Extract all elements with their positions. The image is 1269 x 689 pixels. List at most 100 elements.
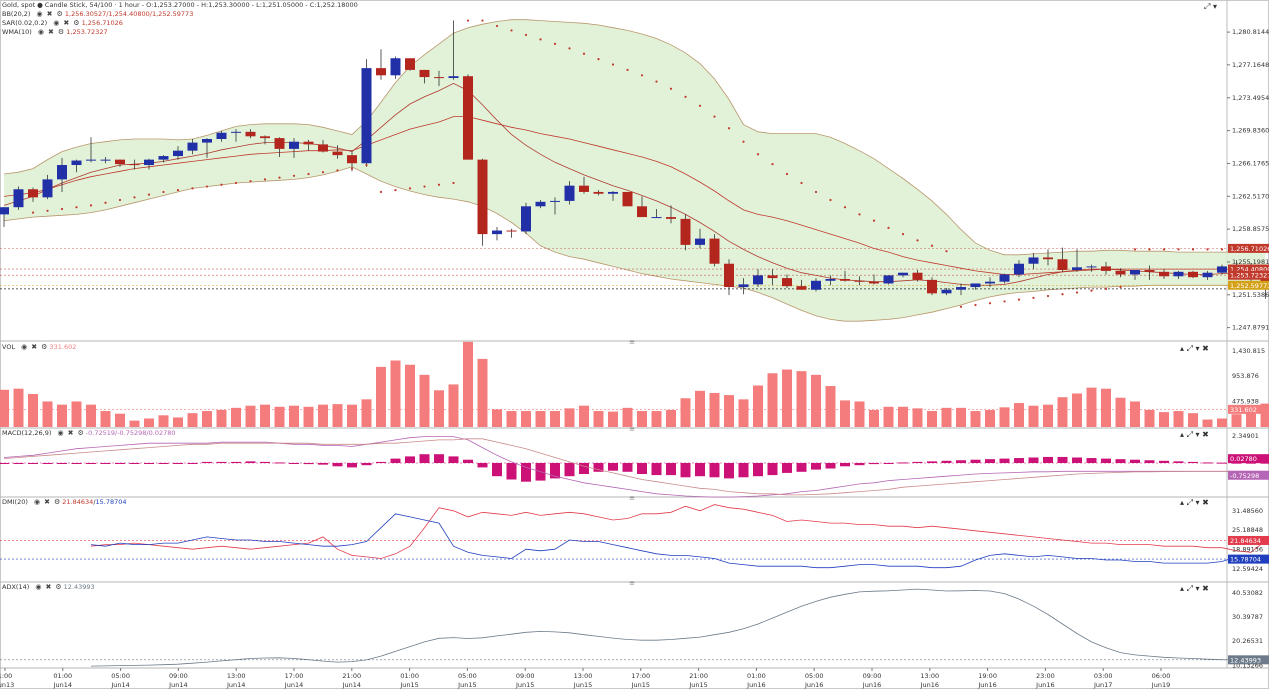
volume-bar (709, 392, 720, 427)
arrow-up-icon[interactable]: ▴ (1180, 430, 1185, 439)
expand-icon[interactable]: ⤢ (1186, 344, 1193, 353)
close-icon[interactable]: ✖ (1202, 498, 1209, 507)
macd-histogram-bar (1130, 459, 1140, 463)
macd-histogram-bar (593, 463, 604, 472)
eye-icon[interactable]: ◉ (36, 10, 43, 18)
gear-icon[interactable]: ⚙ (41, 343, 48, 351)
volume-bar (158, 415, 169, 427)
volume-bar (28, 394, 38, 427)
time-axis-label: 03:00 (1094, 672, 1113, 680)
close-icon[interactable]: ✖ (48, 28, 54, 36)
expand-icon[interactable]: ⤢ (1186, 498, 1193, 507)
arrow-down-icon[interactable]: ▾ (1195, 498, 1200, 507)
close-icon[interactable]: ✖ (31, 343, 38, 351)
close-icon[interactable]: ✖ (67, 429, 74, 437)
arrow-up-icon[interactable]: ▴ (1180, 498, 1185, 507)
macd-histogram-bar (883, 463, 894, 464)
volume-bar (405, 364, 415, 427)
gear-icon[interactable]: ⚙ (57, 28, 65, 36)
dmi-axis-label: 12.59424 (1232, 565, 1263, 573)
candle-body (695, 238, 705, 245)
arrow-down-icon[interactable]: ▾ (1195, 584, 1200, 593)
candle-body (970, 283, 981, 288)
close-icon[interactable]: ✖ (1202, 430, 1209, 439)
gear-icon[interactable]: ⚙ (73, 19, 80, 27)
volume-tag: 331.602 (1230, 406, 1257, 414)
price-axis-label: 1,273.49546 (1232, 94, 1269, 102)
macd-histogram-bar (999, 458, 1010, 463)
sar-dot (495, 24, 499, 28)
time-axis-date: Jun15 (688, 681, 707, 689)
close-icon[interactable]: ✖ (44, 498, 50, 506)
dmi-axis-label: 25.18848 (1232, 526, 1263, 534)
time-axis-label: 05:00 (111, 672, 130, 680)
volume-bar (187, 413, 198, 427)
eye-icon[interactable]: ◉ (53, 19, 60, 27)
candle-body (1144, 270, 1155, 272)
close-icon[interactable]: ✖ (45, 583, 52, 591)
macd-histogram-bar (86, 463, 96, 464)
close-icon[interactable]: ✖ (1202, 344, 1209, 353)
macd-histogram-bar (1028, 457, 1039, 463)
expand-icon[interactable]: ⤢ (1186, 584, 1193, 593)
volume-bar (1173, 411, 1184, 427)
candle-body (956, 287, 966, 290)
volume-bar (71, 401, 82, 427)
close-icon[interactable]: ✖ (46, 10, 53, 18)
candle-body (216, 132, 227, 140)
arrow-down-icon[interactable]: ▾ (1195, 430, 1200, 439)
sar-label: SAR(0.02,0.2) (2, 19, 48, 27)
volume-bar (622, 407, 633, 427)
sar-dot (858, 213, 861, 216)
sar-dot (1119, 285, 1122, 289)
close-icon[interactable]: ✖ (1202, 584, 1209, 593)
gear-icon[interactable]: ⚙ (55, 583, 62, 591)
expand-icon[interactable]: ⤢ (1186, 430, 1193, 439)
macd-histogram-bar (405, 456, 415, 463)
close-icon[interactable]: ✖ (63, 19, 70, 27)
candle-body (927, 279, 937, 294)
candle-body (390, 58, 401, 76)
sar-dot (60, 207, 64, 211)
macd-histogram-bar (492, 463, 502, 477)
sar-dot (205, 185, 209, 188)
sar-dot (220, 183, 223, 186)
gear-icon[interactable]: ⚙ (77, 429, 84, 437)
eye-icon[interactable]: ◉ (35, 583, 42, 591)
arrow-up-icon[interactable]: ▴ (1180, 344, 1185, 353)
price-tag: 1,253.72327 (1230, 272, 1269, 280)
main-header-text: Gold, spot ● Candle Stick, 54/100 · 1 ho… (2, 1, 358, 9)
candle-body (521, 206, 531, 232)
macd-header: MACD(12,26,9) ◉ ✖ ⚙ -0.72519/-0.75298/0.02… (2, 429, 176, 438)
macd-histogram-bar (506, 463, 517, 480)
expand-icon[interactable]: ⤢ (1204, 2, 1211, 11)
volume-bar (535, 411, 546, 427)
macd-histogram-bar (637, 463, 647, 474)
volume-bar (1115, 397, 1126, 427)
macd-histogram-bar (42, 463, 53, 464)
sar-dot (147, 193, 151, 196)
sar-dot (553, 42, 557, 45)
dmi-minus-line (90, 513, 1266, 569)
candle-body (173, 150, 183, 157)
price-tag-bg (1228, 243, 1269, 253)
candle-body (361, 68, 372, 164)
sar-dot (191, 187, 194, 190)
arrow-down-icon[interactable]: ▾ (1195, 344, 1200, 353)
eye-icon[interactable]: ◉ (57, 429, 64, 437)
arrow-up-icon[interactable]: ▴ (1180, 584, 1185, 593)
volume-bar (1057, 397, 1068, 427)
sar-dot (1220, 248, 1224, 251)
eye-icon[interactable]: ◉ (37, 28, 45, 36)
gear-icon[interactable]: ⚙ (53, 498, 61, 506)
sar-dot (582, 52, 586, 55)
eye-icon[interactable]: ◉ (33, 498, 41, 506)
candle-body (840, 278, 850, 281)
volume-axis-label: 1,430.815 (1232, 347, 1265, 355)
eye-icon[interactable]: ◉ (21, 343, 28, 351)
gear-icon[interactable]: ⚙ (56, 10, 63, 18)
arrow-down-icon[interactable]: ▾ (1212, 2, 1217, 11)
time-axis-label: 01:00 (747, 672, 766, 680)
sar-dot (1177, 248, 1180, 251)
sar-dot (1206, 248, 1209, 251)
